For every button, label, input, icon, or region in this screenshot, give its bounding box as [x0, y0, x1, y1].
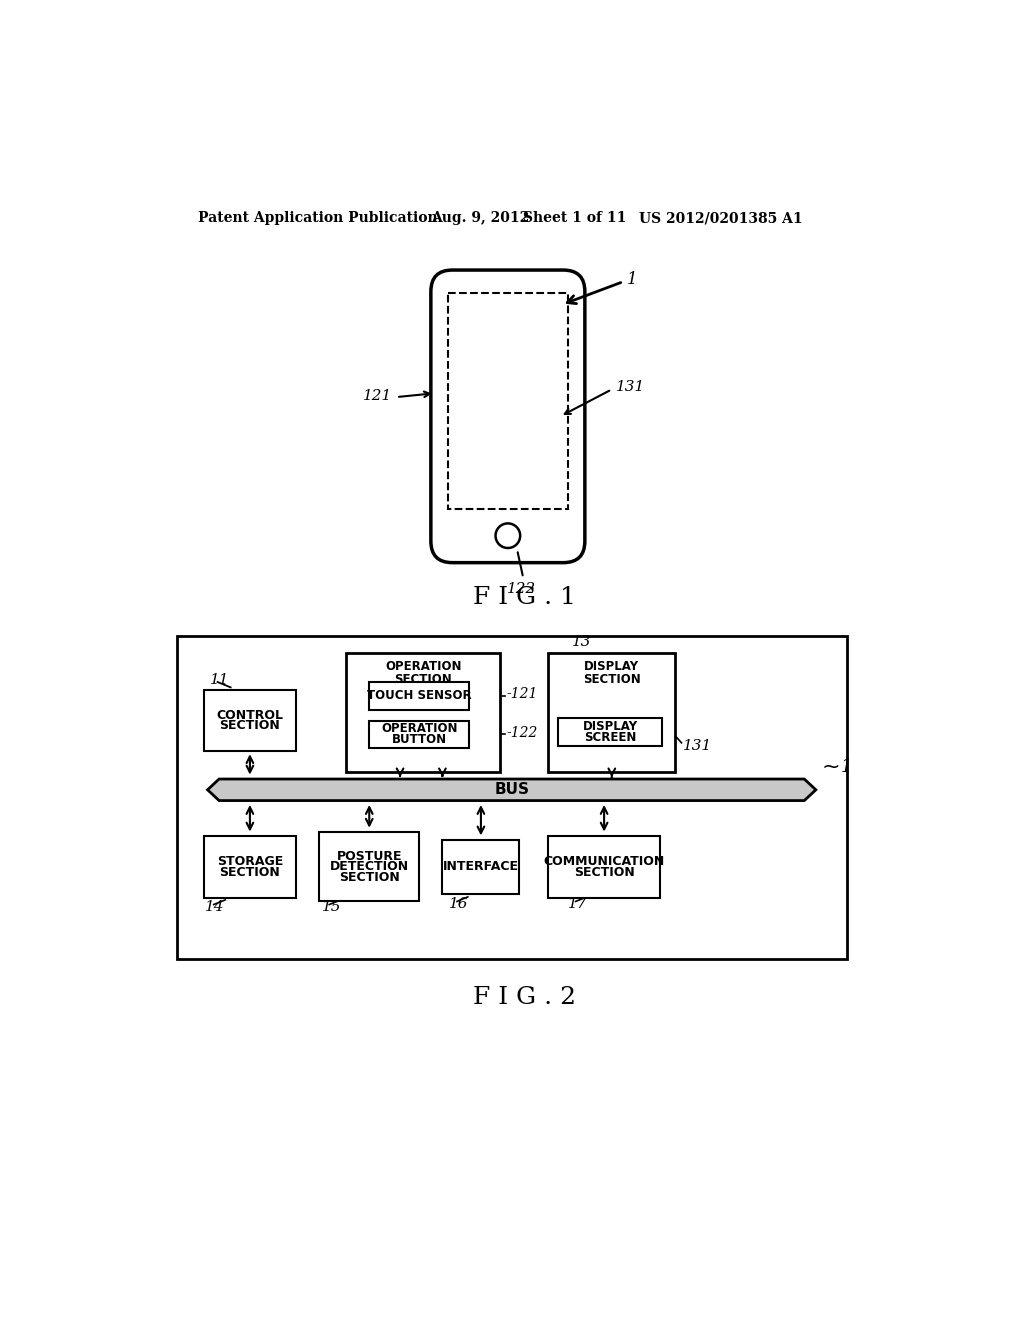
FancyBboxPatch shape: [177, 636, 847, 960]
FancyBboxPatch shape: [558, 718, 663, 746]
Polygon shape: [447, 293, 568, 508]
FancyBboxPatch shape: [548, 653, 676, 772]
Text: SECTION: SECTION: [573, 866, 635, 879]
Text: F I G . 1: F I G . 1: [473, 586, 577, 609]
Text: 131: 131: [683, 739, 713, 752]
Text: COMMUNICATION: COMMUNICATION: [544, 855, 665, 869]
Text: 12: 12: [361, 788, 381, 801]
Text: SECTION: SECTION: [219, 866, 281, 879]
Polygon shape: [208, 779, 816, 800]
Text: ~: ~: [822, 756, 841, 776]
Text: 11: 11: [210, 673, 229, 688]
Text: 1: 1: [628, 271, 638, 288]
Text: 13: 13: [571, 635, 591, 649]
Text: 122: 122: [507, 582, 537, 595]
Text: 15: 15: [322, 900, 341, 913]
Text: DISPLAY: DISPLAY: [583, 721, 638, 733]
Text: 17: 17: [568, 896, 588, 911]
FancyBboxPatch shape: [548, 836, 659, 898]
Text: CONTROL: CONTROL: [216, 709, 284, 722]
Text: TOUCH SENSOR: TOUCH SENSOR: [367, 689, 472, 702]
FancyBboxPatch shape: [370, 682, 469, 710]
Text: POSTURE: POSTURE: [337, 850, 402, 862]
Text: -121: -121: [506, 688, 538, 701]
FancyBboxPatch shape: [442, 840, 519, 894]
Text: SECTION: SECTION: [394, 673, 452, 686]
Text: F I G . 2: F I G . 2: [473, 986, 577, 1010]
Text: -122: -122: [506, 726, 538, 739]
Text: 16: 16: [449, 896, 468, 911]
Text: SECTION: SECTION: [339, 871, 399, 884]
Text: Sheet 1 of 11: Sheet 1 of 11: [523, 211, 627, 226]
Text: BUTTON: BUTTON: [392, 733, 446, 746]
Text: OPERATION: OPERATION: [385, 660, 462, 673]
FancyBboxPatch shape: [346, 653, 500, 772]
FancyBboxPatch shape: [431, 271, 585, 562]
Text: SECTION: SECTION: [219, 719, 281, 733]
Text: US 2012/0201385 A1: US 2012/0201385 A1: [639, 211, 803, 226]
Text: DISPLAY: DISPLAY: [585, 660, 639, 673]
Text: BUS: BUS: [495, 783, 529, 797]
Text: OPERATION: OPERATION: [381, 722, 458, 735]
Text: 121: 121: [364, 388, 392, 403]
Text: Aug. 9, 2012: Aug. 9, 2012: [431, 211, 529, 226]
FancyBboxPatch shape: [204, 689, 296, 751]
Text: SCREEN: SCREEN: [584, 731, 637, 744]
Text: STORAGE: STORAGE: [217, 855, 283, 869]
Text: INTERFACE: INTERFACE: [443, 861, 519, 874]
FancyBboxPatch shape: [370, 721, 469, 748]
Text: 1: 1: [841, 758, 852, 776]
Text: DETECTION: DETECTION: [330, 861, 409, 874]
Text: 131: 131: [615, 380, 645, 395]
Circle shape: [496, 523, 520, 548]
Text: SECTION: SECTION: [583, 673, 641, 686]
FancyBboxPatch shape: [204, 836, 296, 898]
FancyBboxPatch shape: [319, 832, 419, 902]
Text: 14: 14: [205, 900, 224, 913]
Text: Patent Application Publication: Patent Application Publication: [199, 211, 438, 226]
